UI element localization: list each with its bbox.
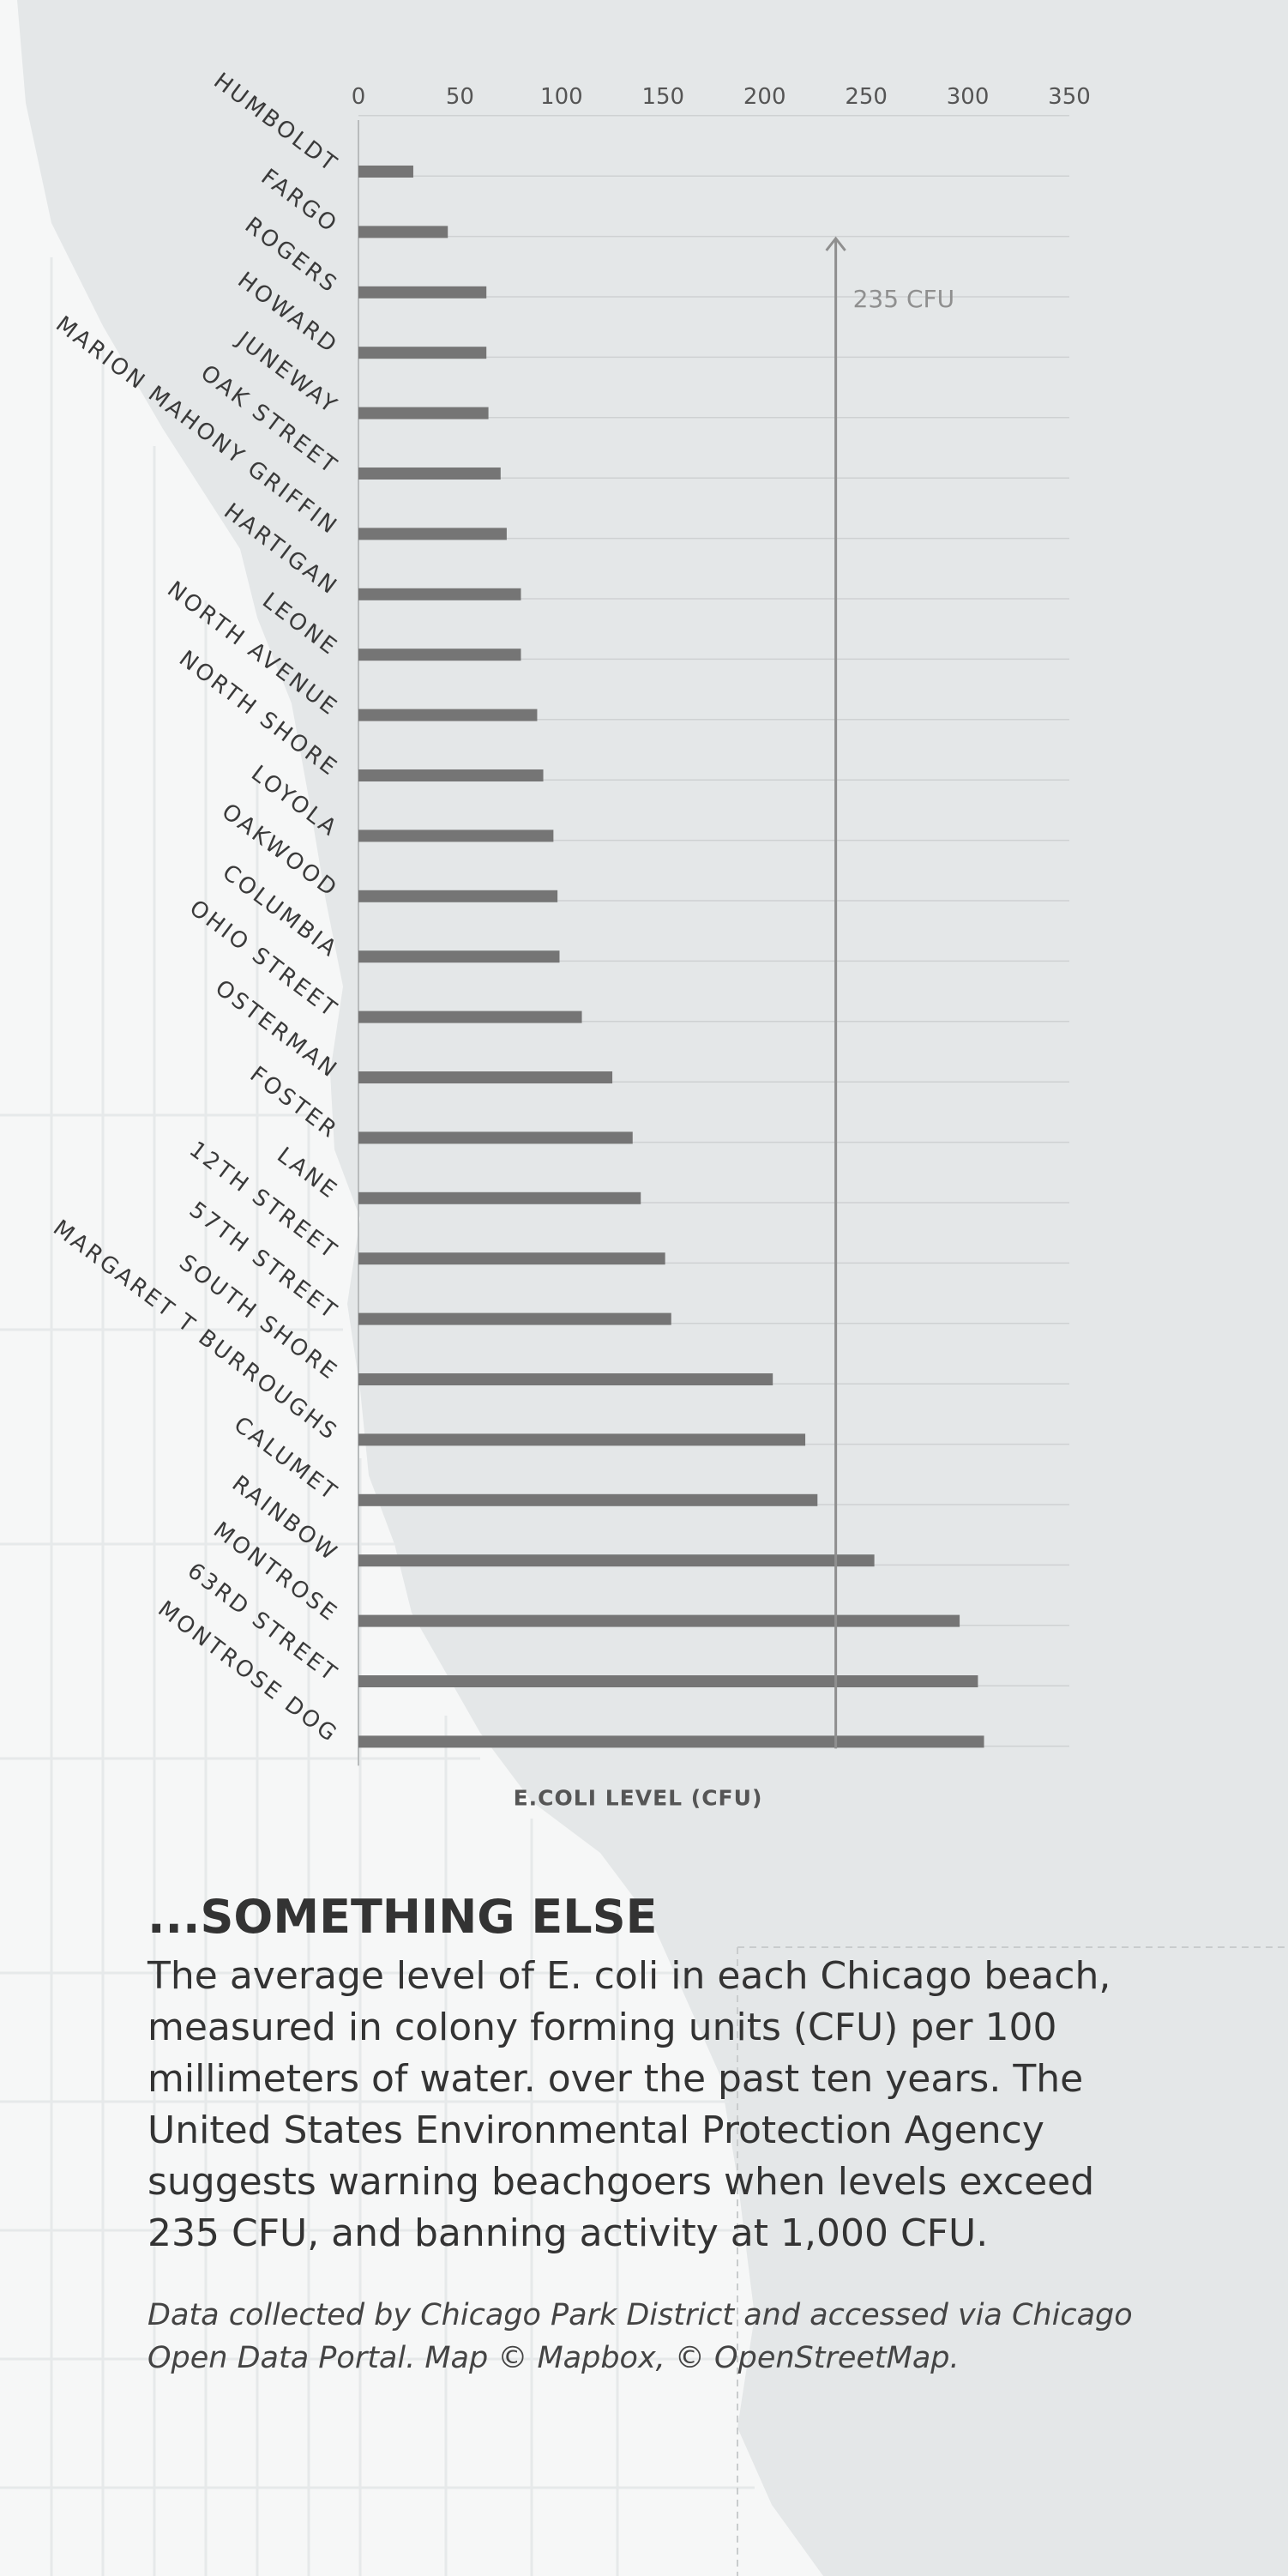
bar bbox=[358, 407, 489, 419]
threshold-arrow-icon bbox=[825, 236, 846, 251]
description: The average level of E. coli in each Chi… bbox=[147, 1954, 1111, 2256]
bar bbox=[358, 286, 487, 299]
x-tick-label: 150 bbox=[641, 84, 684, 110]
bar bbox=[358, 769, 544, 781]
category-label: MARGARET T BURROUGHS bbox=[48, 1216, 343, 1446]
headline: ...SOMETHING ELSE bbox=[147, 1890, 658, 1944]
bar bbox=[358, 166, 413, 178]
x-axis-ticks: 0 50 100 150 200 250 300 350 bbox=[352, 84, 1091, 110]
bar bbox=[358, 890, 558, 902]
bar bbox=[358, 1373, 773, 1385]
x-tick-label: 100 bbox=[540, 84, 583, 110]
bar bbox=[358, 709, 538, 721]
bar bbox=[358, 1433, 806, 1446]
x-tick-label: 300 bbox=[947, 84, 990, 110]
bar bbox=[358, 528, 507, 540]
bar bbox=[358, 226, 448, 238]
x-tick-label: 0 bbox=[352, 84, 366, 110]
caption-block: ...SOMETHING ELSE The average level of E… bbox=[147, 1891, 1194, 2380]
x-tick-label: 200 bbox=[743, 84, 786, 110]
x-tick-label: 350 bbox=[1048, 84, 1091, 110]
bar bbox=[358, 1735, 984, 1748]
category-label: OAK STREET bbox=[196, 360, 343, 480]
threshold-annotation: 235 CFU bbox=[825, 236, 955, 1749]
bar bbox=[358, 1071, 613, 1083]
bar bbox=[358, 1010, 582, 1023]
category-label: LANE bbox=[272, 1143, 343, 1205]
x-axis-title: E.COLI LEVEL (CFU) bbox=[514, 1785, 763, 1810]
x-tick-label: 250 bbox=[845, 84, 888, 110]
bar bbox=[358, 1191, 641, 1204]
bar bbox=[358, 1252, 665, 1265]
bar bbox=[358, 1554, 875, 1567]
bar bbox=[358, 1131, 633, 1144]
bar bbox=[358, 950, 560, 963]
bars bbox=[358, 166, 984, 1748]
bar bbox=[358, 468, 501, 480]
threshold-label: 235 CFU bbox=[853, 285, 955, 313]
street-grid bbox=[0, 257, 755, 2576]
x-tick-label: 50 bbox=[446, 84, 474, 110]
bar bbox=[358, 1614, 960, 1627]
data-credit: Data collected by Chicago Park District … bbox=[147, 2298, 1133, 2376]
bar bbox=[358, 649, 521, 661]
bar bbox=[358, 588, 521, 600]
bar bbox=[358, 1493, 818, 1506]
ecoli-bar-chart: 0 50 100 150 200 250 300 350 HUMBOLDTFARGOROGER… bbox=[48, 68, 1091, 1810]
bar bbox=[358, 1675, 978, 1687]
bar bbox=[358, 830, 554, 842]
bar bbox=[358, 1312, 671, 1325]
bar bbox=[358, 347, 487, 359]
category-label: HUMBOLDT bbox=[208, 68, 342, 178]
